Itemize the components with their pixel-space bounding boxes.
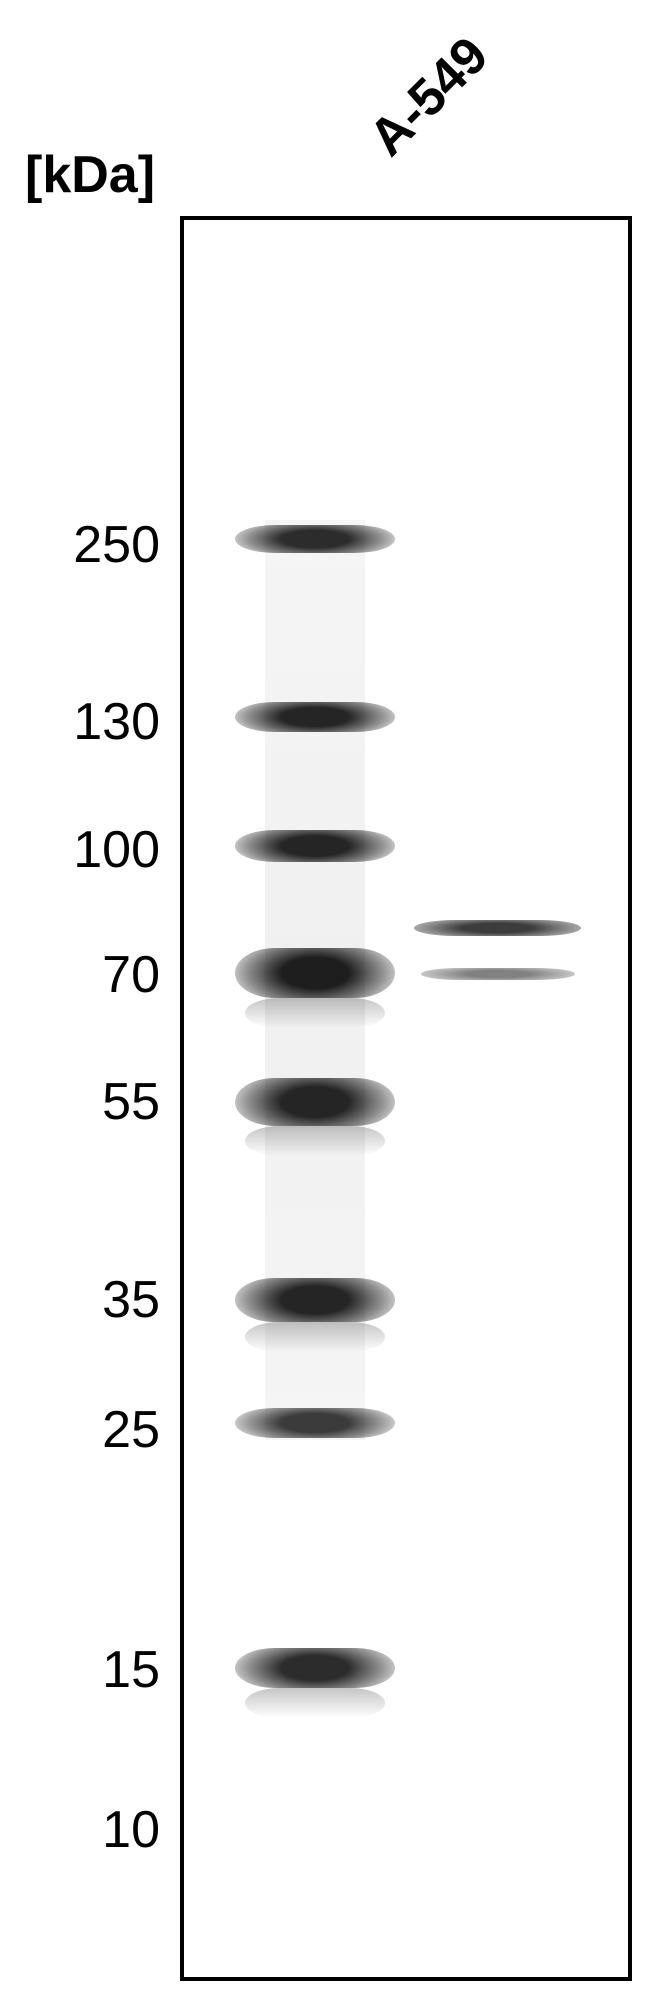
ladder-smear-55 bbox=[245, 1126, 385, 1156]
sample-band-2 bbox=[421, 968, 575, 980]
ladder-band-100 bbox=[235, 830, 395, 862]
ladder-band-35 bbox=[235, 1278, 395, 1322]
ladder-band-70 bbox=[235, 948, 395, 998]
ladder-band-25 bbox=[235, 1408, 395, 1438]
units-label: [kDa] bbox=[25, 145, 155, 205]
mw-label-35: 35 bbox=[0, 1270, 160, 1330]
ladder-smear-35 bbox=[245, 1322, 385, 1352]
mw-label-70: 70 bbox=[0, 945, 160, 1005]
ladder-band-15 bbox=[235, 1648, 395, 1688]
ladder-band-250 bbox=[235, 525, 395, 553]
sample-lane-label: A-549 bbox=[358, 25, 501, 168]
mw-label-25: 25 bbox=[0, 1400, 160, 1460]
western-blot-figure: [kDa] A-549 250 130 100 70 55 35 25 15 10 bbox=[0, 0, 650, 2012]
mw-label-10: 10 bbox=[0, 1800, 160, 1860]
mw-label-250: 250 bbox=[0, 515, 160, 575]
mw-label-100: 100 bbox=[0, 820, 160, 880]
ladder-band-130 bbox=[235, 702, 395, 732]
ladder-band-55 bbox=[235, 1078, 395, 1126]
ladder-smear-15 bbox=[245, 1688, 385, 1718]
ladder-smear-70 bbox=[245, 998, 385, 1028]
mw-label-55: 55 bbox=[0, 1072, 160, 1132]
mw-label-15: 15 bbox=[0, 1640, 160, 1700]
sample-band-1 bbox=[414, 920, 580, 936]
mw-label-130: 130 bbox=[0, 692, 160, 752]
